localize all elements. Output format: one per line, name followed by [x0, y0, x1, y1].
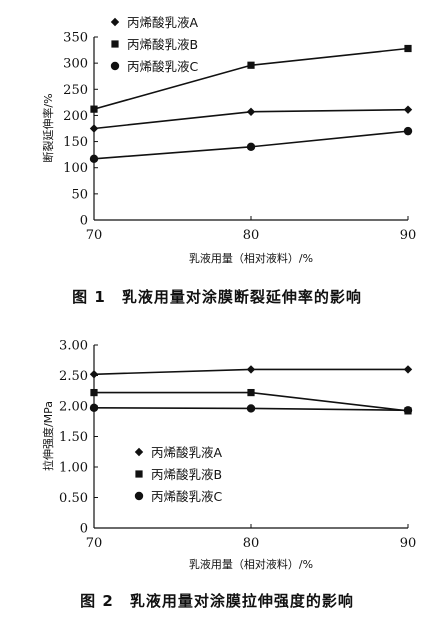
legend-label: 丙烯酸乳液A [127, 15, 199, 30]
legend-marker-square [135, 470, 143, 478]
y-tick-label: 300 [63, 57, 88, 72]
legend-label: 丙烯酸乳液B [127, 37, 198, 52]
y-tick-label: 200 [63, 109, 88, 124]
legend-marker-diamond [134, 447, 144, 457]
y-tick-label: 50 [71, 187, 88, 202]
legend-marker-circle [110, 61, 120, 71]
legend-label: 丙烯酸乳液A [151, 445, 223, 460]
y-axis-title: 拉伸强度/MPa [41, 401, 55, 471]
x-tick-label: 70 [86, 536, 103, 551]
x-tick-label: 70 [86, 228, 103, 243]
data-point-circle [89, 403, 99, 413]
data-point-diamond [246, 365, 256, 374]
x-tick-label: 90 [400, 536, 417, 551]
data-point-circle [246, 142, 256, 151]
y-tick-label: 250 [63, 83, 88, 98]
y-tick-label: 1.00 [59, 461, 88, 476]
y-tick-label: 0 [80, 522, 88, 537]
data-point-square [90, 388, 98, 397]
x-tick-label: 80 [243, 228, 260, 243]
data-point-square [247, 388, 255, 397]
data-point-circle [403, 406, 413, 415]
data-point-circle [89, 154, 99, 164]
y-tick-label: 1.50 [59, 430, 88, 445]
figure-1-caption: 图 1 乳液用量对涂膜断裂延伸率的影响 [72, 288, 362, 306]
data-point-square [247, 61, 255, 69]
y-tick-label: 350 [63, 31, 88, 46]
legend-marker-diamond [110, 17, 120, 27]
legend-label: 丙烯酸乳液B [151, 467, 222, 482]
data-point-diamond [246, 107, 256, 116]
y-tick-label: 2.50 [59, 369, 88, 384]
y-tick-label: 150 [63, 135, 88, 150]
data-point-circle [246, 404, 256, 413]
data-point-diamond [403, 365, 413, 374]
x-tick-label: 90 [400, 228, 417, 243]
chart-elongation: 0 50 100 150 200 250 300 350 70 80 90 乳液用量（相对液料）/% 断… [41, 15, 417, 265]
y-tick-label: 100 [63, 161, 88, 176]
x-axis-title: 乳液用量（相对液料）/% [189, 557, 313, 571]
y-tick-label: 3.00 [59, 339, 88, 354]
legend-marker-circle [134, 491, 144, 501]
data-point-circle [403, 126, 413, 136]
data-point-diamond [89, 370, 99, 379]
y-tick-label: 2.00 [59, 400, 88, 415]
data-point-square [404, 44, 412, 53]
y-tick-label: 0 [80, 214, 88, 229]
data-point-square [90, 105, 98, 113]
y-tick-label: 0.50 [59, 491, 88, 506]
x-axis-title: 乳液用量（相对液料）/% [189, 251, 313, 265]
x-tick-label: 80 [243, 536, 260, 551]
legend-marker-square [111, 40, 119, 48]
figure-2-caption: 图 2 乳液用量对涂膜拉伸强度的影响 [80, 592, 354, 610]
legend-label: 丙烯酸乳液C [151, 489, 223, 504]
data-point-diamond [89, 124, 99, 133]
legend-label: 丙烯酸乳液C [127, 59, 199, 74]
y-axis-title: 断裂延伸率/% [41, 93, 55, 162]
data-point-diamond [403, 105, 413, 114]
